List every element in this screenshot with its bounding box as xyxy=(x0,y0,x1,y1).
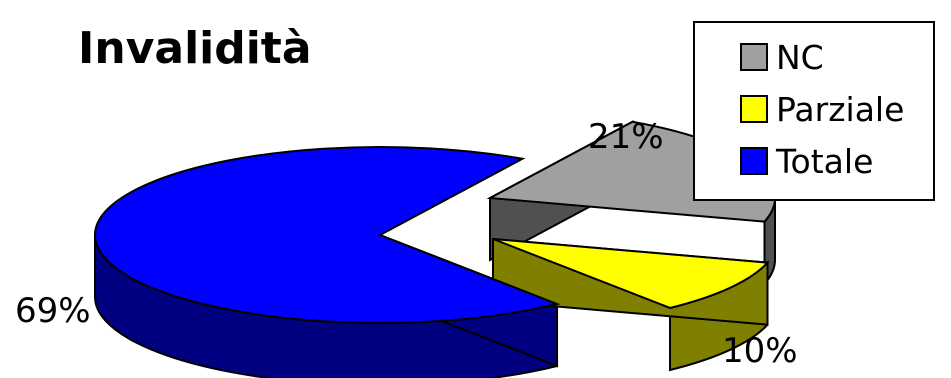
data-label-parziale: 10% xyxy=(722,331,798,371)
slice-parziale xyxy=(492,238,770,310)
pie-tops xyxy=(94,120,776,324)
legend-label-parziale: Parziale xyxy=(776,90,904,129)
legend-label-totale: Totale xyxy=(775,142,873,181)
data-label-nc: 21% xyxy=(588,117,664,157)
legend-swatch-parziale xyxy=(740,95,768,123)
legend: NC Parziale Totale xyxy=(693,21,935,201)
legend-label-nc: NC xyxy=(776,38,824,77)
slice-totale xyxy=(94,146,561,324)
legend-box xyxy=(693,21,935,201)
data-label-totale: 69% xyxy=(15,291,91,331)
legend-swatch-nc xyxy=(740,43,768,71)
legend-swatch-totale xyxy=(740,147,768,175)
chart-title: Invalidità xyxy=(78,23,312,74)
